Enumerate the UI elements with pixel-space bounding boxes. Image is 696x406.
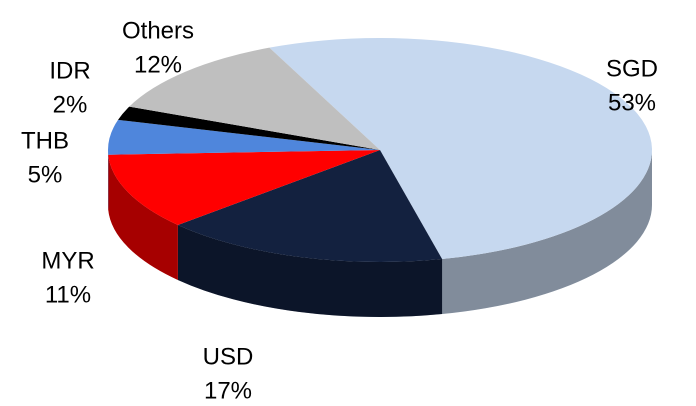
slice	[129, 47, 380, 150]
slice	[118, 106, 381, 150]
slice	[108, 150, 380, 225]
slice-side-shade	[177, 224, 443, 318]
slice	[269, 38, 652, 260]
slice	[107, 119, 380, 155]
slice-label: USD	[203, 343, 254, 370]
slice-value-label: 2%	[53, 91, 88, 118]
slice-label: IDR	[49, 57, 90, 84]
slice-side	[442, 150, 652, 315]
slice-label: SGD	[606, 55, 658, 82]
slice-value-label: 53%	[608, 89, 656, 116]
slice-side-shade	[108, 154, 178, 280]
slice-value-label: 12%	[134, 51, 182, 78]
slice-value-label: 11%	[45, 281, 91, 308]
slice-side	[177, 224, 443, 318]
slice-label: THB	[21, 127, 69, 154]
slice-side	[108, 154, 178, 280]
slice-side-shade	[442, 150, 652, 315]
slice-value-label: 5%	[28, 161, 63, 188]
slice-label: MYR	[41, 247, 94, 274]
slice	[177, 150, 443, 262]
slice-value-label: 17%	[204, 377, 252, 404]
slice-label: Others	[122, 17, 194, 44]
